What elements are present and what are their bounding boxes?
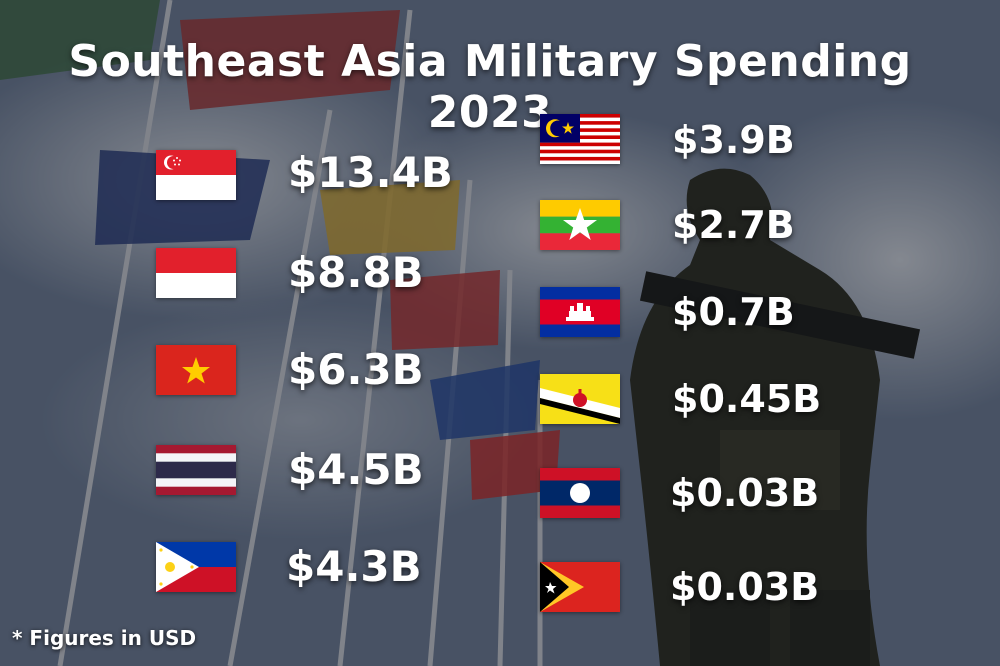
vietnam-flag-icon <box>156 345 236 395</box>
philippines-amount: $4.3B <box>286 542 422 591</box>
footnote: * Figures in USD <box>12 626 197 650</box>
brunei-amount: $0.45B <box>672 377 822 421</box>
malaysia-flag-icon <box>540 114 620 164</box>
cambodia-amount: $0.7B <box>672 290 795 334</box>
brunei-flag-icon <box>540 374 620 424</box>
thailand-amount: $4.5B <box>288 445 424 494</box>
indonesia-amount: $8.8B <box>288 248 424 297</box>
myanmar-amount: $2.7B <box>672 203 795 247</box>
philippines-flag-icon <box>156 542 236 592</box>
malaysia-amount: $3.9B <box>672 118 795 162</box>
indonesia-flag-icon <box>156 248 236 298</box>
timor-leste-flag-icon <box>540 562 620 612</box>
laos-flag-icon <box>540 468 620 518</box>
cambodia-flag-icon <box>540 287 620 337</box>
myanmar-flag-icon <box>540 200 620 250</box>
singapore-amount: $13.4B <box>288 148 453 197</box>
timor-leste-amount: $0.03B <box>670 565 820 609</box>
singapore-flag-icon <box>156 150 236 200</box>
laos-amount: $0.03B <box>670 471 820 515</box>
thailand-flag-icon <box>156 445 236 495</box>
page-title: Southeast Asia Military Spending 2023 <box>68 36 912 138</box>
vietnam-amount: $6.3B <box>288 345 424 394</box>
